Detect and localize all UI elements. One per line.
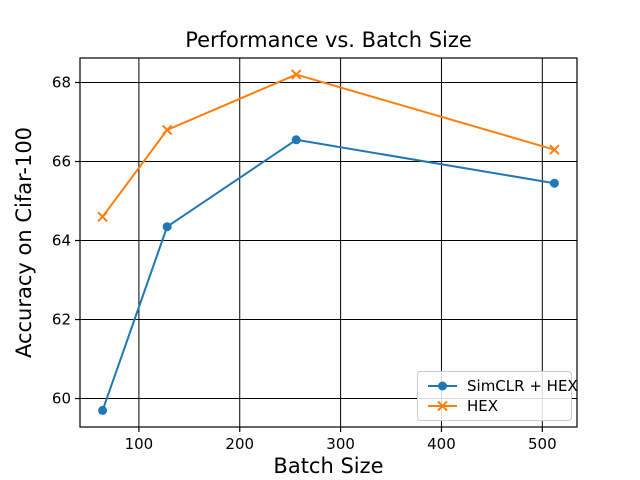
x-tick-label: 200	[225, 435, 254, 453]
x-tick-label: 500	[528, 435, 557, 453]
y-tick-label: 62	[52, 311, 71, 329]
x-tick-label: 100	[125, 435, 154, 453]
line-circle-marker-icon	[428, 381, 457, 391]
legend-label: SimCLR + HEX	[467, 376, 578, 395]
legend-label: HEX	[467, 396, 499, 415]
legend-entry-simclr-hex: SimCLR + HEX	[427, 377, 578, 396]
axes-border	[79, 57, 578, 428]
legend: SimCLR + HEX HEX	[417, 371, 578, 421]
series-line-simclr-hex	[101, 138, 555, 411]
y-tick-label: 66	[52, 153, 71, 171]
series-line-hex	[101, 73, 555, 218]
data-point-x	[549, 144, 560, 155]
chart-title: Performance vs. Batch Size	[185, 28, 472, 52]
line-x-marker-icon	[428, 400, 457, 412]
x-tick-label: 300	[326, 435, 355, 453]
x-axis-label: Batch Size	[273, 454, 384, 478]
data-point-circle	[162, 222, 172, 232]
data-point-circle	[98, 405, 108, 415]
data-point-x	[161, 124, 173, 136]
data-point-x	[97, 211, 108, 223]
data-point-circle	[291, 135, 301, 145]
y-tick-label: 60	[52, 390, 71, 408]
data-point-circle	[549, 178, 559, 188]
legend-entry-hex: HEX	[427, 397, 563, 416]
x-tick-label: 400	[427, 435, 456, 453]
data-point-x	[291, 69, 302, 80]
y-tick-label: 64	[52, 232, 71, 250]
y-tick-label: 68	[52, 73, 71, 91]
